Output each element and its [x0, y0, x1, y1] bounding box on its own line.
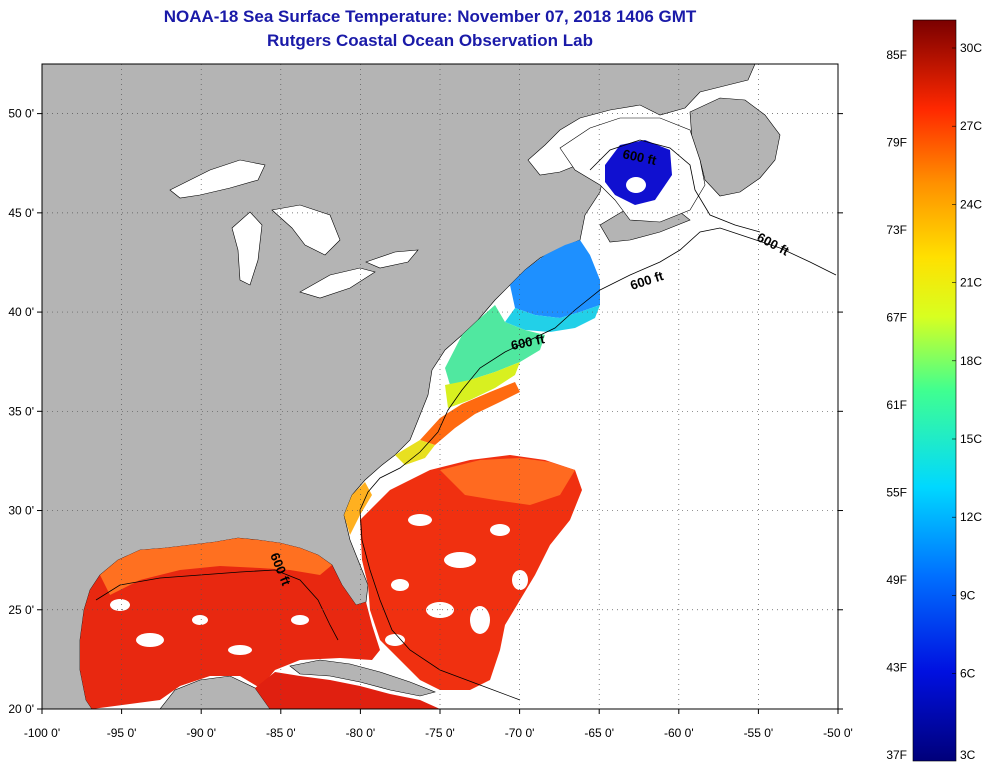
contour-600ft-stlawrence — [589, 139, 761, 233]
colorbar-c-label: 3C — [960, 748, 976, 762]
contour-label-mid-atlantic: 600 ft — [510, 331, 547, 353]
chart-subtitle: Rutgers Coastal Ocean Observation Lab — [267, 31, 593, 50]
lon-tick-label: -50 0' — [823, 726, 853, 740]
lon-tick-label: -70 0' — [505, 726, 535, 740]
lon-tick-label: -95 0' — [107, 726, 137, 740]
great-lakes — [169, 159, 419, 299]
colorbar-f-label: 79F — [886, 136, 907, 150]
lon-tick-label: -85 0' — [266, 726, 296, 740]
lat-tick-label: 25 0' — [8, 603, 34, 617]
chart-title: NOAA-18 Sea Surface Temperature: Novembe… — [163, 7, 697, 26]
colorbar-f-label: 61F — [886, 398, 907, 412]
lon-tick-label: -65 0' — [584, 726, 614, 740]
colorbar-f-label: 67F — [886, 311, 907, 325]
sst-mid-atlantic-shelf — [445, 305, 545, 385]
contour-600ft — [359, 227, 837, 701]
colorbar-f-label: 73F — [886, 223, 907, 237]
colorbar-f-label: 55F — [886, 486, 907, 500]
sst-georges-bank — [505, 305, 600, 332]
lon-tick-label: -75 0' — [425, 726, 455, 740]
sst-gulf-st-lawrence — [605, 140, 672, 205]
colorbar-c-label: 9C — [960, 588, 976, 602]
colorbar-c-label: 24C — [960, 197, 982, 211]
lat-tick-label: 40 0' — [8, 305, 34, 319]
sst-caribbean — [255, 672, 440, 709]
sst-gulf-coastal-orange — [100, 538, 332, 595]
lon-tick-label: -60 0' — [664, 726, 694, 740]
colorbar-f-label: 49F — [886, 573, 907, 587]
sst-gulf-of-mexico — [80, 538, 380, 709]
colorbar-f-label: 37F — [886, 748, 907, 762]
lat-tick-label: 45 0' — [8, 206, 34, 220]
sst-gulf-of-maine — [510, 240, 600, 318]
colorbar-c-label: 27C — [960, 119, 982, 133]
sst-subtropical-atlantic — [360, 455, 582, 690]
colorbar-c-label: 18C — [960, 354, 982, 368]
colorbar-c-label: 15C — [960, 432, 982, 446]
colorbar-f-label: 85F — [886, 48, 907, 62]
map-border — [41, 63, 839, 710]
cloud-gaps — [110, 514, 528, 655]
longitude-tick-labels: -100 0' -95 0' -90 0' -85 0' -80 0' -75 0' -70… — [24, 726, 853, 740]
sst-georgia-shelf — [344, 482, 372, 535]
colorbar-fahrenheit-labels: 85F 79F 73F 67F 61F 55F 49F 43F 37F — [886, 47, 956, 762]
lon-tick-label: -80 0' — [346, 726, 376, 740]
lon-tick-label: -55 0' — [744, 726, 774, 740]
sst-atlantic-orange — [440, 458, 575, 505]
land-cuba — [289, 659, 436, 697]
colorbar-c-label: 30C — [960, 41, 982, 55]
sst-mid-atlantic-warm — [445, 362, 520, 408]
lat-tick-label: 30 0' — [8, 504, 34, 518]
colorbar — [912, 19, 957, 762]
colorbar-c-label: 21C — [960, 276, 982, 290]
lon-tick-label: -90 0' — [186, 726, 216, 740]
graticule — [37, 64, 843, 714]
sst-gulf-stream-edge — [420, 382, 520, 445]
contour-label-stlawrence: 600 ft — [621, 146, 658, 168]
land-north-america — [42, 64, 756, 709]
lat-tick-label: 35 0' — [8, 404, 34, 418]
colorbar-f-label: 43F — [886, 661, 907, 675]
lat-tick-label: 50 0' — [8, 107, 34, 121]
colorbar-c-label: 12C — [960, 510, 982, 524]
lat-tick-label: 20 0' — [8, 702, 34, 716]
contour-600ft-gulf — [95, 569, 339, 641]
latitude-tick-labels: 20 0' 25 0' 30 0' 35 0' 40 0' 45 0' 50 0' — [8, 107, 34, 716]
colorbar-celsius-labels: 30C 27C 24C 21C 18C 15C 12C 9C 6C 3C — [960, 41, 982, 762]
colorbar-c-label: 6C — [960, 667, 976, 681]
lon-tick-label: -100 0' — [24, 726, 60, 740]
